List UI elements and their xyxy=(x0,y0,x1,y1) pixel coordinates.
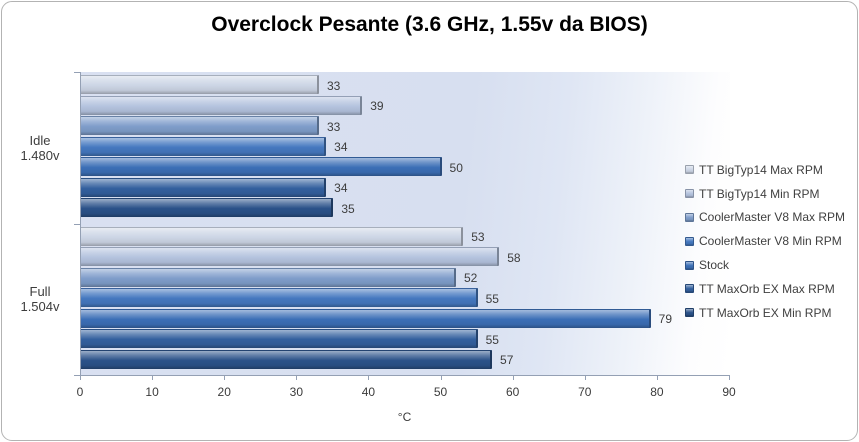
x-axis-tick xyxy=(152,376,154,380)
bar xyxy=(81,75,319,94)
legend-marker-icon xyxy=(685,308,694,318)
x-tick-label: 20 xyxy=(217,385,231,399)
x-tick-label: 10 xyxy=(145,385,159,399)
bar-value-label: 33 xyxy=(326,119,341,134)
x-axis-tick xyxy=(368,376,370,380)
bar-value-label: 55 xyxy=(485,291,499,306)
bar xyxy=(81,95,363,115)
x-tick-label: 0 xyxy=(76,385,84,399)
legend-item: TT BigTyp14 Max RPM xyxy=(685,158,845,182)
x-axis-tick xyxy=(296,376,298,380)
legend-label: Stock xyxy=(699,258,730,273)
category-label: Idle 1.480v xyxy=(20,132,60,163)
legend-label: TT MaxOrb EX Max RPM xyxy=(699,281,835,296)
plot-area: 33 39 33 34 50 34 35 53 58 52 55 79 55 57 xyxy=(80,72,730,376)
legend-marker-icon xyxy=(685,165,694,175)
bar xyxy=(81,349,493,369)
x-axis-tick xyxy=(440,376,442,380)
legend-label: TT BigTyp14 Min RPM xyxy=(699,186,820,201)
x-axis-title: °C xyxy=(397,410,412,424)
legend-label: CoolerMaster V8 Max RPM xyxy=(699,210,846,225)
legend-marker-icon xyxy=(685,236,694,246)
legend-item: CoolerMaster V8 Max RPM xyxy=(685,206,845,230)
bar-value-label: 53 xyxy=(471,230,485,244)
x-axis-tick xyxy=(729,376,730,380)
bar-value-label: 50 xyxy=(449,160,463,175)
x-axis-tick xyxy=(584,376,586,380)
bar xyxy=(81,247,500,266)
bar xyxy=(81,157,442,176)
legend-label: CoolerMaster V8 Min RPM xyxy=(699,234,842,249)
legend-item: TT BigTyp14 Min RPM xyxy=(685,182,845,206)
bar-value-label: 52 xyxy=(463,271,478,285)
legend-item: TT MaxOrb EX Min RPM xyxy=(685,301,845,325)
legend-item: TT MaxOrb EX Max RPM xyxy=(685,277,845,301)
bar xyxy=(81,177,327,197)
x-axis-tick xyxy=(656,376,658,380)
legend-marker-icon xyxy=(685,212,694,222)
legend-marker-icon xyxy=(685,189,694,199)
bar-value-label: 79 xyxy=(658,312,673,326)
bar xyxy=(81,116,319,135)
bar xyxy=(81,288,478,307)
bar xyxy=(81,136,327,156)
bar-value-label: 33 xyxy=(326,78,341,93)
legend: TT BigTyp14 Max RPM TT BigTyp14 Min RPM Co… xyxy=(685,158,845,325)
chart-title: Overclock Pesante (3.6 GHz, 1.55v da BIO… xyxy=(211,13,648,36)
bar xyxy=(81,308,651,328)
x-tick-label: 40 xyxy=(361,385,376,399)
legend-item: CoolerMaster V8 Min RPM xyxy=(685,229,845,253)
bar-value-label: 58 xyxy=(507,250,521,265)
bar-value-label: 35 xyxy=(341,201,355,216)
bar xyxy=(81,329,478,348)
y-axis-tick xyxy=(74,375,80,376)
bar-value-label: 55 xyxy=(485,332,499,347)
x-tick-label: 80 xyxy=(650,385,664,399)
bar-value-label: 34 xyxy=(334,140,348,154)
legend-label: TT BigTyp14 Max RPM xyxy=(699,162,823,177)
x-axis-tick xyxy=(512,376,514,380)
legend-marker-icon xyxy=(685,284,694,294)
bar-value-label: 34 xyxy=(334,181,348,195)
x-axis-tick xyxy=(224,376,226,380)
y-axis-tick xyxy=(74,72,80,73)
bar xyxy=(81,198,334,217)
x-tick-label: 60 xyxy=(505,385,520,399)
bar xyxy=(81,226,464,246)
x-tick-label: 30 xyxy=(289,385,304,399)
x-tick-label: 70 xyxy=(578,385,592,399)
x-axis-tick xyxy=(80,376,81,380)
bar xyxy=(81,267,456,287)
bar-value-label: 57 xyxy=(500,353,514,367)
y-axis-tick xyxy=(74,223,80,225)
legend-marker-icon xyxy=(685,260,694,270)
legend-label: TT MaxOrb EX Min RPM xyxy=(699,305,832,320)
legend-item: Stock xyxy=(685,253,845,277)
x-tick-label: 90 xyxy=(722,385,736,399)
x-tick-label: 50 xyxy=(433,385,448,399)
category-label: Full 1.504v xyxy=(20,284,60,315)
bar-value-label: 39 xyxy=(370,99,384,113)
